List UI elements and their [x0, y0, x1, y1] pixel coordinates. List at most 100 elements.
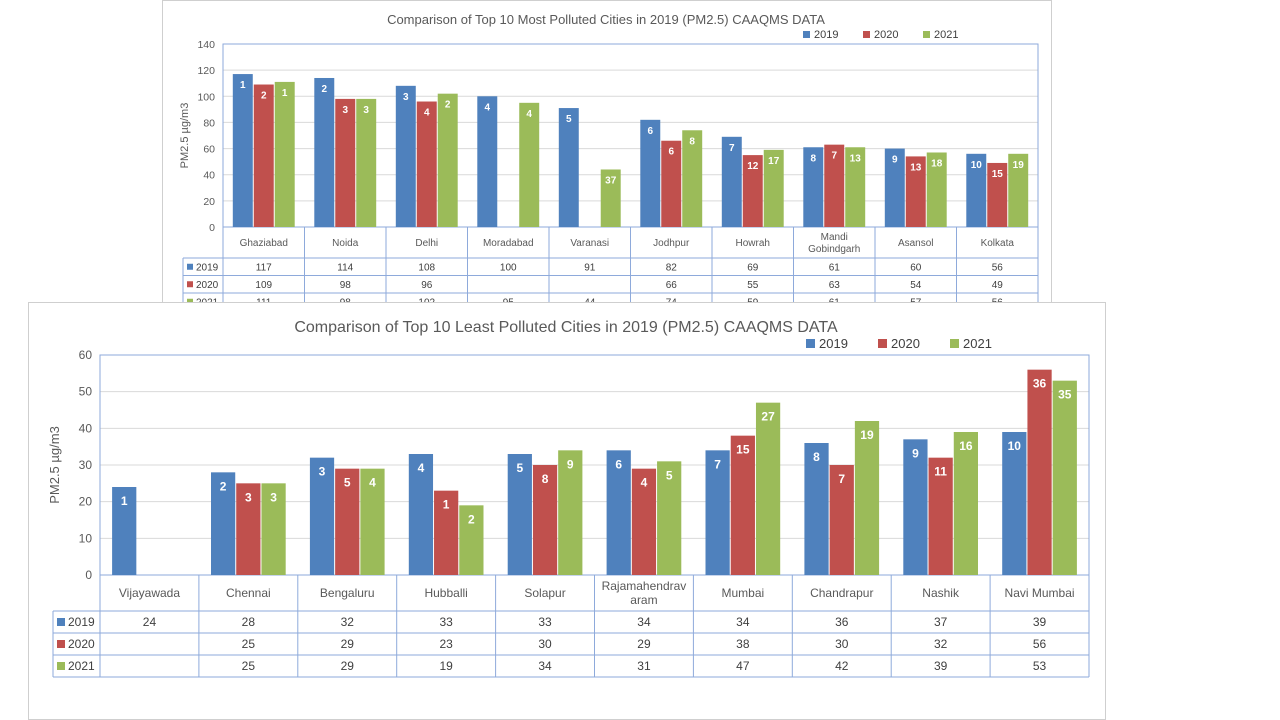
table-cell: 33: [538, 615, 552, 629]
bar-rank-label: 3: [342, 105, 348, 116]
category-label: Noida: [332, 238, 359, 249]
bar-rank-label: 10: [971, 160, 983, 171]
y-tick-label: 20: [203, 196, 215, 208]
chart-title: Comparison of Top 10 Least Polluted Citi…: [294, 319, 838, 336]
table-row-label: 2019: [196, 262, 219, 273]
bar-rank-label: 4: [641, 476, 648, 490]
table-legend-swatch-2019: [187, 263, 193, 270]
bar-rank-label: 1: [240, 80, 246, 91]
table-cell: 56: [1033, 637, 1047, 651]
bar-2020-chennai: [236, 483, 261, 575]
bar-2021-hubballi: [459, 505, 484, 575]
bar-rank-label: 7: [714, 457, 721, 471]
category-label: Bengaluru: [320, 586, 375, 600]
bar-2021-varanasi: [600, 169, 621, 227]
table-cell: 59: [747, 297, 759, 303]
bar-2020-mumbai: [730, 435, 755, 575]
legend-label-2021: 2021: [963, 336, 992, 351]
legend-swatch-2019: [803, 31, 810, 38]
bar-2019-nashik: [903, 439, 928, 575]
bar-2021-jodhpur: [682, 130, 703, 227]
bar-2021-howrah: [763, 149, 784, 227]
bar-2021-delhi: [437, 93, 458, 228]
table-cell: 49: [992, 280, 1004, 291]
bar-rank-label: 7: [838, 472, 845, 486]
bar-rank-label: 8: [689, 136, 695, 147]
table-cell: 98: [340, 280, 352, 291]
bar-2021-solapur: [558, 450, 583, 575]
category-label: Ghaziabad: [240, 238, 288, 249]
table-cell: 109: [255, 280, 272, 291]
bar-rank-label: 15: [992, 169, 1004, 180]
bar-rank-label: 4: [369, 476, 376, 490]
bar-2021-noida: [356, 98, 377, 228]
table-row-label: 2021: [68, 659, 95, 673]
bar-2019-moradabad: [477, 96, 498, 228]
bar-2021-navi-mumbai: [1052, 380, 1077, 575]
bar-2019-chennai: [211, 472, 236, 575]
bar-rank-label: 8: [542, 472, 549, 486]
bar-2019-howrah: [721, 136, 742, 227]
table-row-label: 2019: [68, 615, 95, 629]
bar-rank-label: 19: [1013, 160, 1025, 171]
bar-rank-label: 1: [443, 498, 450, 512]
bar-2019-jodhpur: [640, 119, 661, 227]
table-cell: 47: [736, 659, 750, 673]
bar-rank-label: 19: [860, 428, 874, 442]
table-cell: 38: [736, 637, 750, 651]
table-legend-swatch-2019: [57, 618, 65, 626]
category-label: Asansol: [898, 238, 934, 249]
bar-rank-label: 6: [615, 457, 622, 471]
category-label: Chennai: [226, 586, 271, 600]
bar-2020-noida: [335, 98, 356, 228]
category-label: Navi Mumbai: [1005, 586, 1075, 600]
table-cell: 96: [421, 280, 433, 291]
bar-2019-rajamahendravaram: [606, 450, 631, 575]
bar-rank-label: 11: [934, 465, 947, 479]
legend-swatch-2020: [863, 31, 870, 38]
table-cell: 57: [910, 297, 922, 303]
bar-rank-label: 5: [566, 114, 572, 125]
bar-2020-navi-mumbai: [1027, 369, 1052, 575]
bar-2021-chennai: [261, 483, 286, 575]
bar-rank-label: 4: [485, 102, 491, 113]
bar-rank-label: 9: [567, 457, 574, 471]
category-label: Jodhpur: [653, 238, 690, 249]
table-cell: 54: [910, 280, 922, 291]
bar-rank-label: 9: [892, 155, 898, 166]
bar-rank-label: 3: [245, 490, 252, 504]
category-label: Chandrapur: [810, 586, 873, 600]
bar-2019-hubballi: [408, 454, 434, 575]
table-cell: 63: [829, 280, 841, 291]
y-tick-label: 0: [209, 222, 215, 234]
bar-rank-label: 3: [403, 92, 409, 103]
bar-2020-nashik: [928, 457, 953, 575]
bar-2021-rajamahendravaram: [657, 461, 682, 575]
y-axis-label: PM2.5 µg/m3: [179, 103, 191, 169]
category-label: Howrah: [736, 238, 770, 249]
least-polluted-chart-panel: Comparison of Top 10 Least Polluted Citi…: [28, 302, 1106, 720]
category-label: Vijayawada: [119, 586, 180, 600]
bar-rank-label: 4: [526, 109, 532, 120]
table-cell: 33: [439, 615, 453, 629]
bar-2019-mandi-gobindgarh: [803, 147, 824, 227]
bar-2020-chandrapur: [829, 465, 854, 575]
bar-2019-asansol: [884, 148, 905, 227]
category-label: Mumbai: [722, 586, 765, 600]
table-cell: 28: [242, 615, 256, 629]
table-cell: 23: [439, 637, 453, 651]
bar-2020-mandi-gobindgarh: [824, 144, 845, 227]
bar-rank-label: 15: [736, 443, 750, 457]
category-label: aram: [630, 593, 657, 607]
table-cell: 100: [500, 262, 517, 273]
table-cell: 34: [637, 615, 651, 629]
table-cell: 82: [666, 262, 678, 273]
bar-rank-label: 2: [445, 100, 451, 111]
bar-rank-label: 16: [959, 439, 973, 453]
y-tick-label: 40: [79, 421, 93, 435]
category-label: Gobindgarh: [808, 244, 860, 255]
bar-2020-ghaziabad: [253, 84, 274, 228]
table-cell: 29: [341, 637, 355, 651]
table-cell: 60: [910, 262, 922, 273]
category-label: Moradabad: [483, 238, 534, 249]
